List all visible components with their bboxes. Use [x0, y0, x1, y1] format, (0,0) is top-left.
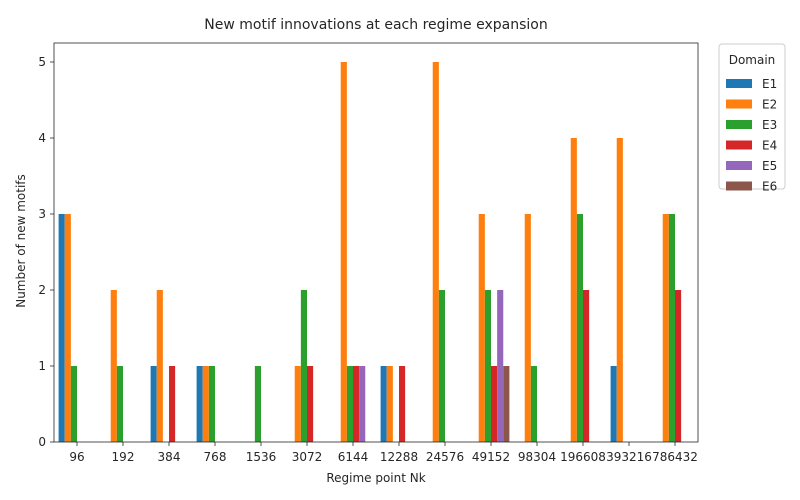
bar-e2-96	[64, 214, 71, 442]
bar-e2-786432	[662, 214, 669, 442]
bar-e3-6144	[346, 366, 353, 442]
legend-title: Domain	[729, 53, 776, 67]
x-tick-label: 768	[204, 450, 227, 464]
bar-e3-96	[70, 366, 77, 442]
bar-e3-196608	[576, 214, 583, 442]
bar-e3-3072	[300, 290, 307, 442]
bar-e2-393216	[616, 138, 623, 442]
bar-e4-12288	[399, 366, 406, 442]
y-tick-label: 1	[38, 359, 46, 373]
bar-e2-12288	[386, 366, 393, 442]
bar-e2-49152	[478, 214, 485, 442]
bar-e3-49152	[484, 290, 491, 442]
x-tick-label: 6144	[338, 450, 369, 464]
bar-e2-196608	[570, 138, 577, 442]
bar-e4-786432	[675, 290, 682, 442]
y-tick-label: 3	[38, 207, 46, 221]
bar-e3-768	[208, 366, 215, 442]
legend-label-e6: E6	[762, 180, 777, 194]
x-tick-label: 192	[112, 450, 135, 464]
x-tick-label: 49152	[472, 450, 510, 464]
bar-e2-24576	[432, 62, 439, 442]
bar-e3-1536	[254, 366, 261, 442]
x-tick-label: 1536	[246, 450, 277, 464]
legend: Domain E1 E2 E3 E4 E5 E6	[718, 43, 786, 194]
legend-swatch-e3	[726, 120, 752, 129]
bar-e2-384	[156, 290, 163, 442]
legend-swatch-e6	[726, 181, 752, 191]
bar-e4-384	[169, 366, 176, 442]
bar-e2-6144	[340, 62, 347, 442]
x-tick-label: 24576	[426, 450, 464, 464]
bar-e3-98304	[530, 366, 537, 442]
legend-label-e5: E5	[762, 159, 777, 173]
x-tick-label: 786432	[652, 450, 698, 464]
bar-e1-384	[150, 366, 157, 442]
legend-label-e4: E4	[762, 139, 777, 153]
bar-e1-96	[58, 214, 65, 442]
legend-label-e1: E1	[762, 77, 777, 91]
x-tick-label: 196608	[560, 450, 606, 464]
x-tick-label: 393216	[606, 450, 652, 464]
legend-swatch-e4	[726, 140, 752, 150]
bar-e1-12288	[380, 366, 387, 442]
bar-e3-786432	[668, 214, 675, 442]
bar-e1-393216	[610, 366, 617, 442]
bars-group	[58, 62, 682, 442]
x-tick-label: 12288	[380, 450, 418, 464]
bar-e4-6144	[353, 366, 360, 442]
bar-e5-6144	[359, 366, 366, 442]
x-tick-label: 96	[69, 450, 84, 464]
bar-e2-3072	[294, 366, 301, 442]
y-tick-label: 4	[38, 131, 46, 145]
bar-e4-49152	[491, 366, 498, 442]
bar-e5-49152	[497, 290, 504, 442]
plot-frame	[53, 42, 699, 443]
x-tick-label: 384	[158, 450, 181, 464]
y-tick-label: 2	[38, 283, 46, 297]
legend-swatch-e1	[726, 79, 752, 88]
bar-e2-192	[110, 290, 117, 442]
y-tick-label: 0	[38, 435, 46, 449]
bar-e4-3072	[307, 366, 314, 442]
legend-label-e2: E2	[762, 98, 777, 112]
bar-e1-768	[196, 366, 203, 442]
chart-title: New motif innovations at each regime exp…	[204, 17, 547, 33]
x-tick-label: 3072	[292, 450, 323, 464]
y-axis-label: Number of new motifs	[14, 174, 28, 308]
bar-e4-196608	[583, 290, 590, 442]
bar-e2-768	[202, 366, 209, 442]
legend-swatch-e5	[726, 161, 752, 170]
legend-label-e3: E3	[762, 118, 777, 132]
bar-e6-49152	[503, 366, 510, 442]
bar-e3-24576	[438, 290, 445, 442]
y-tick-label: 5	[38, 55, 46, 69]
bar-e3-192	[116, 366, 123, 442]
x-tick-label: 98304	[518, 450, 556, 464]
bar-e2-98304	[524, 214, 531, 442]
x-axis-label: Regime point Nk	[326, 471, 425, 485]
legend-swatch-e2	[726, 99, 752, 109]
axes-group: 0 1 2 3 4 5 96 192 384 768 1536 3072 6144 12288 24576 4…	[38, 42, 699, 464]
